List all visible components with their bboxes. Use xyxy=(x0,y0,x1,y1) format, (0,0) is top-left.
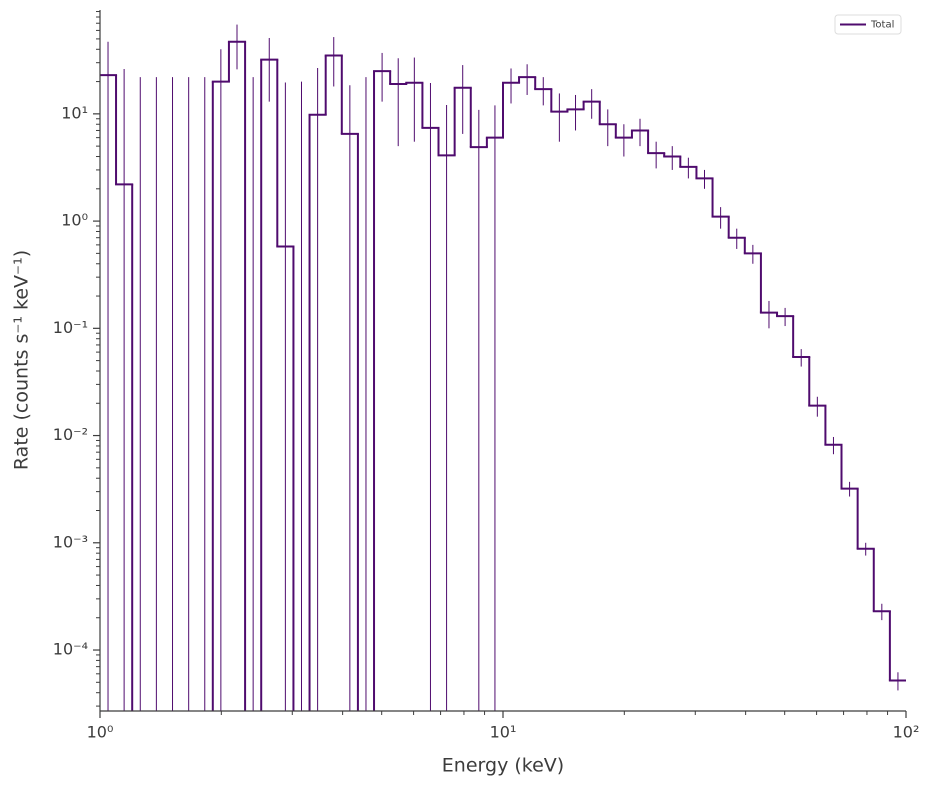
y-tick-label: 10⁻⁴ xyxy=(53,640,88,659)
y-tick-label: 10⁻¹ xyxy=(53,318,88,337)
plot-area xyxy=(100,24,906,711)
x-tick-label: 10¹ xyxy=(490,723,517,742)
y-tick-label: 10⁰ xyxy=(61,211,88,230)
x-axis-label: Energy (keV) xyxy=(442,755,564,777)
y-tick-label: 10¹ xyxy=(61,103,88,122)
x-tick-label: 10⁰ xyxy=(87,723,114,742)
legend-box xyxy=(834,14,902,35)
y-axis-label: Rate (counts s⁻¹ keV⁻¹) xyxy=(11,250,33,470)
x-tick-label: 10² xyxy=(893,723,920,742)
legend-label: Total xyxy=(870,20,894,31)
y-tick-label: 10⁻³ xyxy=(53,532,88,551)
y-tick-label: 10⁻² xyxy=(53,425,88,444)
